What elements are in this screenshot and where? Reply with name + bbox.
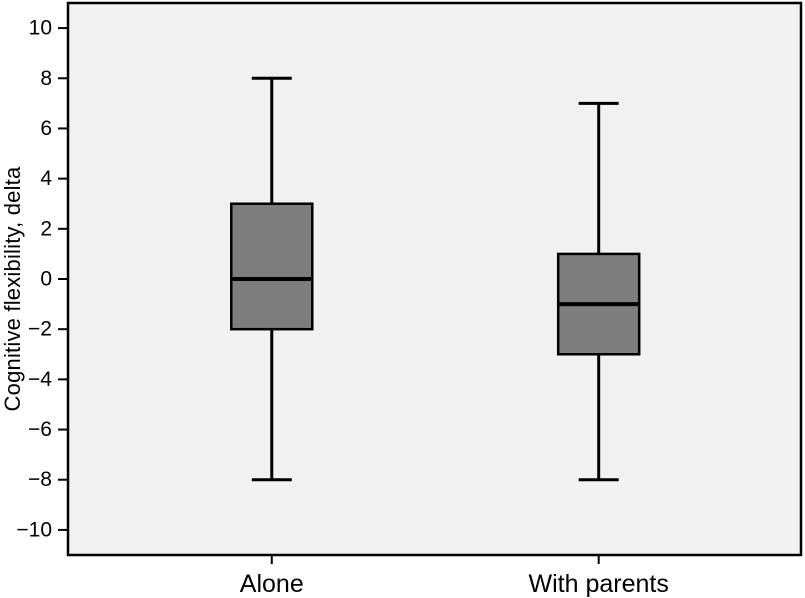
y-axis-tick-label: −6 xyxy=(28,418,52,441)
y-axis-tick-label: −10 xyxy=(16,518,52,541)
y-axis-tick-label: −2 xyxy=(28,318,52,341)
y-axis-tick-label: 6 xyxy=(40,117,52,140)
y-axis-tick-label: −8 xyxy=(28,468,52,491)
plot-area xyxy=(66,1,803,557)
y-axis-title: Cognitive flexibility, delta xyxy=(0,166,25,411)
x-axis-category-label: With parents xyxy=(529,570,669,598)
y-axis-tick-label: 2 xyxy=(40,217,52,240)
x-axis-category-label: Alone xyxy=(240,570,304,598)
y-axis-tick-label: −4 xyxy=(28,368,52,391)
y-axis-tick-label: 4 xyxy=(40,167,52,190)
chart-root: 10 8 6 4 2 0 −2 −4 −6 −8 −10 Alone With parents xyxy=(16,1,803,598)
y-axis-tick-label: 8 xyxy=(40,67,52,90)
y-axis-tick-label: 0 xyxy=(40,268,52,291)
box-body xyxy=(230,202,314,331)
y-axis-tick-label: 10 xyxy=(29,17,52,40)
